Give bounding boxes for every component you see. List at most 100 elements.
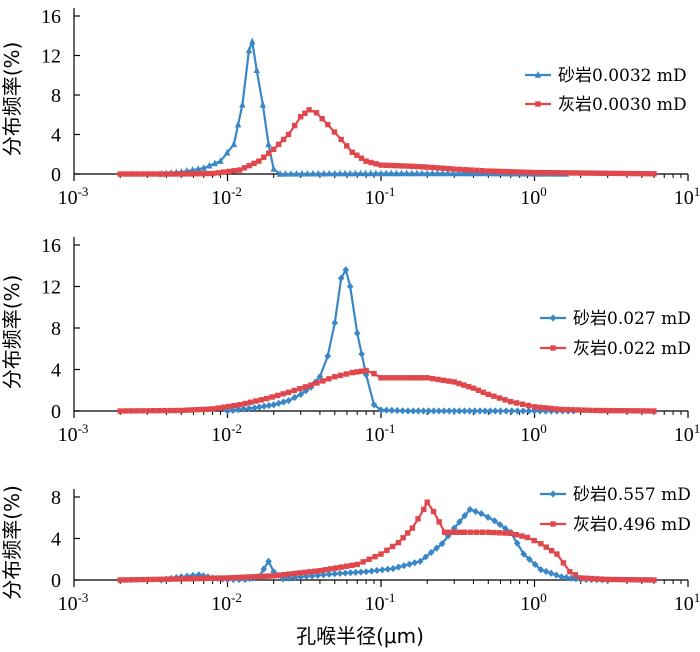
data-point xyxy=(513,400,520,406)
data-point xyxy=(389,543,396,550)
data-point xyxy=(199,575,205,582)
data-point xyxy=(620,576,626,583)
y-tick-label: 8 xyxy=(51,85,61,107)
data-point xyxy=(235,574,241,581)
data-point xyxy=(461,529,468,535)
data-point xyxy=(496,530,503,536)
data-point xyxy=(531,537,537,544)
data-point xyxy=(167,171,173,177)
data-point xyxy=(587,407,593,414)
data-point xyxy=(117,171,123,177)
data-point xyxy=(570,407,576,413)
data-point xyxy=(331,319,339,327)
data-point xyxy=(358,155,365,161)
data-point xyxy=(434,169,441,177)
legend-label: 砂岩0.0032 mD xyxy=(558,66,687,86)
data-point xyxy=(598,407,604,414)
series-2 xyxy=(117,107,657,177)
data-point xyxy=(156,171,162,177)
data-point xyxy=(415,516,421,522)
data-point xyxy=(298,114,304,120)
data-point xyxy=(347,569,354,577)
series-2 xyxy=(117,367,657,414)
data-point xyxy=(414,163,421,170)
data-point xyxy=(581,407,587,413)
data-point xyxy=(326,169,333,177)
data-point xyxy=(553,571,560,579)
data-point xyxy=(379,566,386,574)
data-point xyxy=(500,168,507,175)
data-point xyxy=(250,574,256,580)
x-tick-label: 101 xyxy=(674,590,700,615)
data-point xyxy=(249,37,256,45)
data-point xyxy=(285,397,292,405)
data-point xyxy=(331,129,338,135)
data-point xyxy=(492,407,499,415)
data-point xyxy=(592,407,599,414)
data-point xyxy=(314,571,322,579)
data-point xyxy=(496,395,503,401)
data-point xyxy=(291,387,297,394)
data-point xyxy=(486,407,494,415)
data-point xyxy=(256,403,263,411)
data-point xyxy=(245,404,253,413)
data-point xyxy=(424,375,430,381)
data-point xyxy=(474,167,480,174)
data-point xyxy=(553,406,559,412)
panels: 0 4 8 12 16 10-3 10-2 10-1 100 101 分布频率(%) 砂岩0.0032… xyxy=(0,6,700,615)
data-point xyxy=(557,170,563,176)
data-point xyxy=(594,576,600,582)
data-point xyxy=(419,164,426,170)
data-point xyxy=(429,169,436,177)
data-point xyxy=(382,169,390,177)
data-point xyxy=(346,282,354,291)
data-point xyxy=(508,398,514,405)
legend-marker xyxy=(534,71,542,78)
data-point xyxy=(429,164,436,171)
data-point xyxy=(308,572,316,580)
data-point xyxy=(388,406,396,414)
data-point xyxy=(449,169,457,177)
data-point xyxy=(531,560,539,569)
x-tick-label: 101 xyxy=(674,184,700,209)
data-point xyxy=(325,570,333,578)
data-point xyxy=(211,159,219,167)
data-point xyxy=(619,408,625,414)
data-point xyxy=(220,169,227,175)
data-point xyxy=(245,574,251,580)
data-point xyxy=(117,408,123,414)
data-point xyxy=(297,390,305,398)
data-point xyxy=(411,559,419,567)
data-point xyxy=(377,406,385,414)
data-point xyxy=(508,530,514,537)
data-point xyxy=(341,169,349,177)
data-point xyxy=(253,398,259,404)
data-point xyxy=(161,576,168,582)
data-point xyxy=(459,169,467,177)
data-point xyxy=(230,140,238,148)
data-point xyxy=(578,170,584,176)
data-point xyxy=(468,167,474,173)
data-point xyxy=(358,350,365,358)
data-point xyxy=(253,66,260,74)
data-point xyxy=(536,407,544,415)
data-point xyxy=(516,169,522,175)
legend-marker xyxy=(550,521,556,527)
data-point xyxy=(624,408,631,414)
legend-marker xyxy=(549,314,557,322)
data-point xyxy=(651,171,657,177)
y-tick-label: 0 xyxy=(51,401,61,423)
data-point xyxy=(548,547,555,554)
data-point xyxy=(231,168,237,174)
data-point xyxy=(537,566,545,574)
data-point xyxy=(336,169,344,177)
legend-label: 灰岩0.0030 mD xyxy=(558,95,687,115)
data-point xyxy=(456,407,463,415)
data-point xyxy=(349,562,355,569)
x-tick-label: 10-3 xyxy=(58,590,89,615)
data-point xyxy=(619,170,625,177)
data-point xyxy=(470,385,477,391)
data-point xyxy=(183,407,190,413)
data-point xyxy=(280,398,287,406)
data-point xyxy=(320,169,328,177)
